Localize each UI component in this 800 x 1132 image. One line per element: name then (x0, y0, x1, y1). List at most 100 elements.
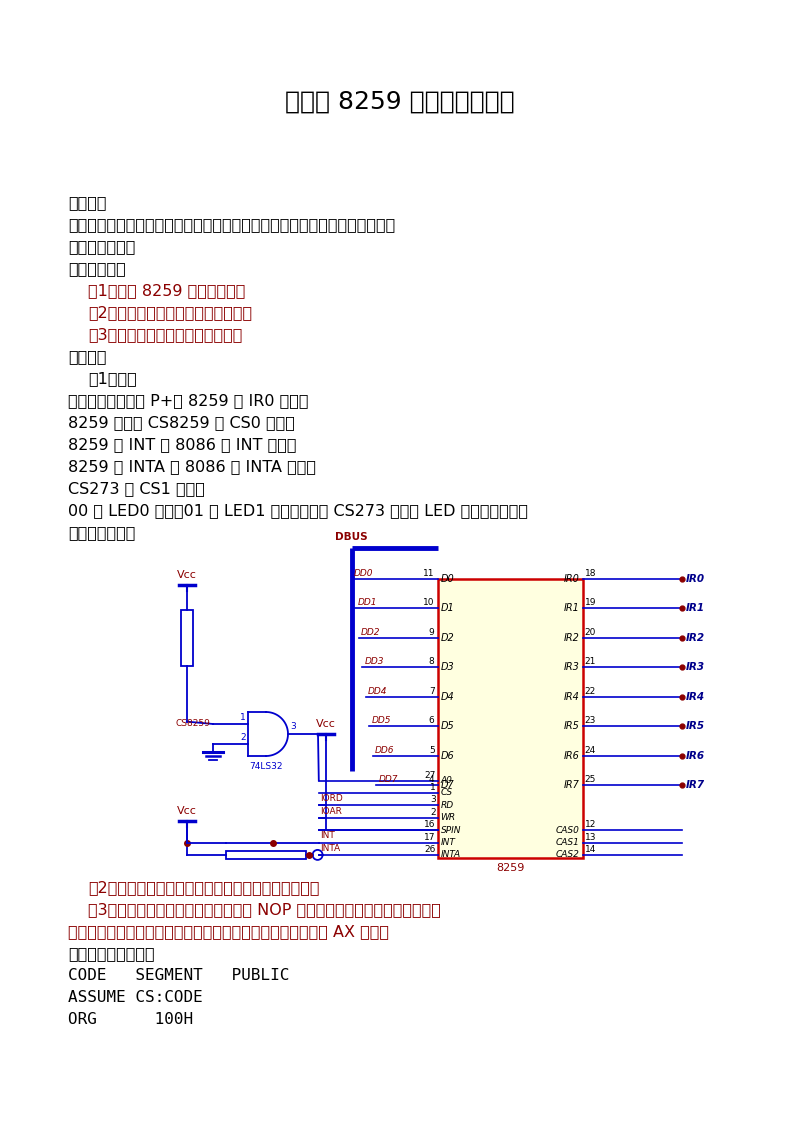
Bar (181, 610, 193, 666)
Text: CAS2: CAS2 (556, 850, 580, 859)
Text: DBUS: DBUS (335, 532, 368, 542)
Text: 4: 4 (429, 775, 434, 784)
Text: D5: D5 (441, 721, 454, 731)
Text: IR7: IR7 (686, 780, 705, 790)
Text: IR3: IR3 (686, 662, 705, 672)
Text: 已连好如下图：: 已连好如下图： (68, 525, 135, 540)
Text: IR7: IR7 (564, 780, 580, 790)
Text: CAS1: CAS1 (556, 838, 580, 847)
Text: D6: D6 (441, 751, 454, 761)
Text: 20: 20 (585, 628, 596, 637)
Text: DD7: DD7 (378, 775, 398, 784)
Text: 11: 11 (423, 569, 434, 578)
Text: CS: CS (441, 788, 453, 797)
Text: RD: RD (441, 800, 454, 809)
Text: D1: D1 (441, 603, 454, 614)
Text: D7: D7 (441, 780, 454, 790)
Text: IR5: IR5 (564, 721, 580, 731)
Text: 单脉冲发生器输出 P+与 8259 的 IR0 相连；: 单脉冲发生器输出 P+与 8259 的 IR0 相连； (68, 393, 309, 408)
Bar (226, 851, 306, 859)
Text: 12: 12 (585, 820, 596, 829)
Text: 27: 27 (424, 771, 436, 780)
Text: IR1: IR1 (686, 603, 705, 614)
Text: 22: 22 (585, 687, 596, 696)
Text: DD3: DD3 (364, 658, 384, 667)
Text: （1）连线: （1）连线 (88, 371, 137, 386)
Text: 23: 23 (585, 717, 596, 726)
Text: （2）编辑程序，编译链接后，单步运行，调试程序。: （2）编辑程序，编译链接后，单步运行，调试程序。 (88, 880, 319, 895)
Text: Vcc: Vcc (316, 719, 336, 729)
Text: 中断请求后，程序停在中断服务程序内的断点处，观察寄存器 AX 的值。: 中断请求后，程序停在中断服务程序内的断点处，观察寄存器 AX 的值。 (68, 924, 389, 940)
Text: DD2: DD2 (361, 628, 380, 637)
Text: INTA: INTA (320, 843, 340, 852)
Text: 13: 13 (585, 832, 596, 841)
Text: 8259 的片选 CS8259 与 CS0 相连；: 8259 的片选 CS8259 与 CS0 相连； (68, 415, 295, 430)
Text: 18: 18 (585, 569, 596, 578)
Text: IR0: IR0 (686, 574, 705, 584)
Text: 7: 7 (429, 687, 434, 696)
Text: 8259 的 INT 与 8086 的 INT 相连；: 8259 的 INT 与 8086 的 INT 相连； (68, 437, 297, 452)
Text: 14: 14 (585, 844, 596, 854)
Text: D4: D4 (441, 692, 454, 702)
Text: 3: 3 (430, 796, 436, 805)
Text: （1）掌握 8259 的工作原理。: （1）掌握 8259 的工作原理。 (88, 283, 246, 298)
Text: 二，实验目的: 二，实验目的 (68, 261, 126, 276)
Text: 8: 8 (429, 658, 434, 667)
Text: IR2: IR2 (686, 633, 705, 643)
Text: 四，实验源程序如下: 四，实验源程序如下 (68, 946, 154, 961)
Text: IR6: IR6 (686, 751, 705, 761)
Text: 26: 26 (424, 844, 436, 854)
Text: CAS0: CAS0 (556, 825, 580, 834)
Text: 5: 5 (429, 746, 434, 755)
Text: IR2: IR2 (564, 633, 580, 643)
Text: CS273 与 CS1 相连；: CS273 与 CS1 相连； (68, 481, 205, 496)
Text: ORG      100H: ORG 100H (68, 1012, 193, 1027)
Text: D2: D2 (441, 633, 454, 643)
Text: INT: INT (320, 832, 334, 840)
Text: IR0: IR0 (564, 574, 580, 584)
Text: 10: 10 (423, 599, 434, 608)
Text: DD1: DD1 (358, 599, 377, 608)
Text: 3: 3 (290, 722, 296, 731)
Text: 25: 25 (585, 775, 596, 784)
Text: IORD: IORD (320, 795, 342, 804)
Text: ASSUME CS:CODE: ASSUME CS:CODE (68, 990, 202, 1005)
Text: 实验一 8259 中断控制器实验: 实验一 8259 中断控制器实验 (285, 91, 515, 114)
Text: 2: 2 (430, 808, 436, 816)
Text: IR3: IR3 (564, 662, 580, 672)
Text: IR4: IR4 (686, 692, 705, 702)
Text: IR6: IR6 (564, 751, 580, 761)
Text: 1: 1 (240, 713, 246, 722)
Text: 6: 6 (429, 717, 434, 726)
Text: DD4: DD4 (368, 687, 387, 696)
Text: （3）掌握初始化中断向量的方法。: （3）掌握初始化中断向量的方法。 (88, 327, 242, 342)
Text: （3）调试通过后，在中断服务程序的 NOP 处设置断点，运行程序，当接收到: （3）调试通过后，在中断服务程序的 NOP 处设置断点，运行程序，当接收到 (88, 902, 441, 917)
Text: IOAR: IOAR (320, 807, 342, 816)
Text: 1: 1 (430, 783, 436, 792)
Text: Vcc: Vcc (177, 806, 197, 816)
Text: D0: D0 (441, 574, 454, 584)
Text: DD0: DD0 (354, 569, 374, 578)
Text: INT: INT (441, 838, 455, 847)
Text: 用单脉冲发生器的输出脉冲为中断源，每按一次产生一次中断申请，点亮或熄: 用单脉冲发生器的输出脉冲为中断源，每按一次产生一次中断申请，点亮或熄 (68, 217, 395, 232)
Text: Vcc: Vcc (177, 571, 197, 581)
Text: IR4: IR4 (564, 692, 580, 702)
Text: DD6: DD6 (374, 746, 394, 755)
Text: INTA: INTA (441, 850, 461, 859)
Text: DD5: DD5 (371, 717, 391, 726)
Text: CODE   SEGMENT   PUBLIC: CODE SEGMENT PUBLIC (68, 968, 290, 983)
Bar (438, 578, 582, 858)
Text: IR5: IR5 (686, 721, 705, 731)
Text: 实验内容: 实验内容 (68, 195, 106, 211)
Text: 2: 2 (240, 734, 246, 741)
Text: 19: 19 (585, 599, 596, 608)
Text: D3: D3 (441, 662, 454, 672)
Text: 17: 17 (424, 832, 436, 841)
Text: CS8259: CS8259 (175, 720, 210, 729)
Text: 00 与 LED0 相连，01 与 LED1 相连，依次将 CS273 接口与 LED 相连；其它线均: 00 与 LED0 相连，01 与 LED1 相连，依次将 CS273 接口与 … (68, 503, 528, 518)
Text: WR: WR (441, 813, 456, 822)
Text: 21: 21 (585, 658, 596, 667)
Text: 24: 24 (585, 746, 596, 755)
Text: 8259 的 INTA 与 8086 的 INTA 相连；: 8259 的 INTA 与 8086 的 INTA 相连； (68, 458, 316, 474)
Text: 8259: 8259 (496, 863, 524, 873)
